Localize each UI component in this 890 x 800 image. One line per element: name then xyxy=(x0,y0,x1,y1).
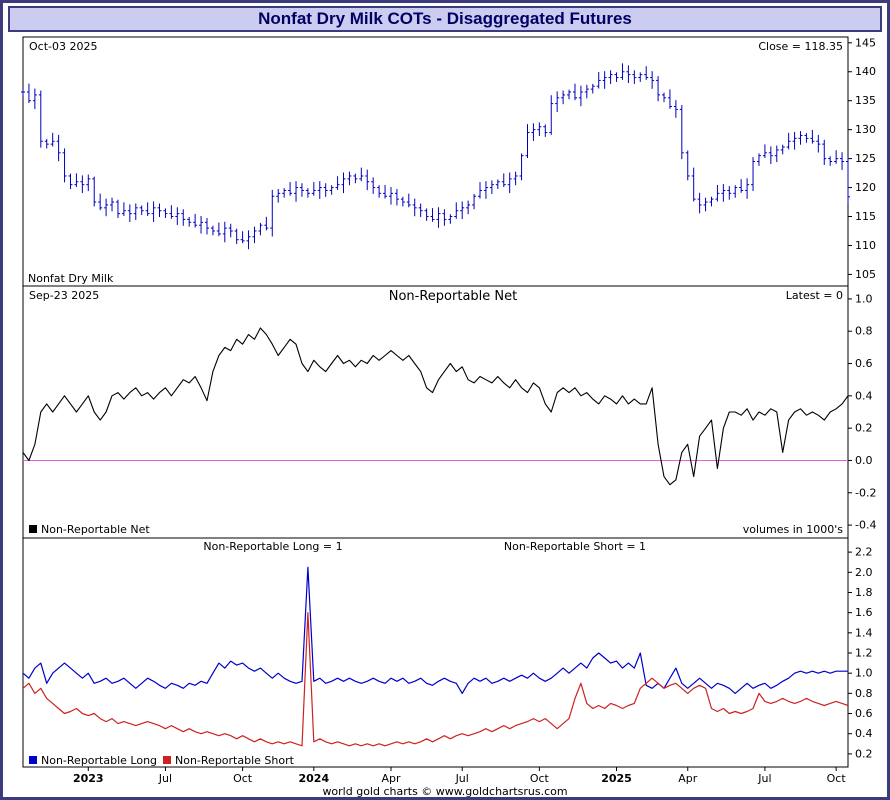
y-tick-label: 0.4 xyxy=(855,727,873,740)
y-tick-label: 105 xyxy=(855,268,876,281)
y-tick-label: 0.6 xyxy=(855,357,873,370)
price-series-name: Nonfat Dry Milk xyxy=(28,272,114,285)
y-tick-label: 110 xyxy=(855,239,876,252)
cot-chart: 145 140 135 130 125 120 115 110 105 1.0 0.8 0.6 0.4 0… xyxy=(21,36,876,785)
y-tick-label: 115 xyxy=(855,210,876,223)
net-latest-label: Latest = 0 xyxy=(786,289,843,302)
y-tick-label: 125 xyxy=(855,152,876,165)
x-tick-label: Apr xyxy=(678,772,698,785)
x-axis: 2023 Jul Oct 2024 Apr Jul Oct 2025 Apr Jul Oct xyxy=(73,767,846,785)
y-tick-label: 1.8 xyxy=(855,586,873,599)
y-tick-label: 0.6 xyxy=(855,707,873,720)
title-bar: Nonfat Dry Milk COTs - Disaggregated Fut… xyxy=(8,6,882,32)
short-legend-swatch xyxy=(163,756,171,764)
y-tick-label: 140 xyxy=(855,65,876,78)
price-date-label: Oct-03 2025 xyxy=(29,40,97,53)
short-annotation: Non-Reportable Short = 1 xyxy=(504,540,646,553)
y-tick-label: -0.4 xyxy=(855,519,876,532)
net-legend-swatch xyxy=(29,525,37,533)
y-tick-label: -0.2 xyxy=(855,486,876,499)
x-tick-label: Jul xyxy=(757,772,771,785)
footer-text: world gold charts © www.goldchartsrus.co… xyxy=(322,785,568,798)
long-annotation: Non-Reportable Long = 1 xyxy=(203,540,342,553)
x-tick-label: 2024 xyxy=(299,772,330,785)
y-tick-label: 130 xyxy=(855,123,876,136)
panel-border xyxy=(22,36,849,287)
x-tick-label: Jul xyxy=(455,772,469,785)
x-tick-label: Oct xyxy=(233,772,253,785)
y-tick-label: 0.4 xyxy=(855,389,873,402)
y-tick-label: 0.8 xyxy=(855,687,873,700)
y-tick-label: 135 xyxy=(855,94,876,107)
y-tick-label: 0.2 xyxy=(855,747,873,760)
x-tick-label: Oct xyxy=(827,772,847,785)
panel-borders xyxy=(22,36,849,768)
volumes-note: volumes in 1000's xyxy=(743,523,844,536)
long-legend-swatch xyxy=(29,756,37,764)
y-tick-label: 1.4 xyxy=(855,626,873,639)
chart-series xyxy=(21,63,850,747)
short-line xyxy=(22,612,849,747)
short-legend-label: Non-Reportable Short xyxy=(175,754,295,767)
panel-border xyxy=(22,285,849,539)
price-close-label: Close = 118.35 xyxy=(758,40,843,53)
x-tick-label: Oct xyxy=(530,772,550,785)
net-date-label: Sep-23 2025 xyxy=(29,289,99,302)
x-tick-label: Apr xyxy=(381,772,401,785)
y-tick-label: 0.0 xyxy=(855,454,873,467)
x-tick-label: 2023 xyxy=(73,772,104,785)
y-tick-label: 1.0 xyxy=(855,667,873,680)
y-tick-label: 0.2 xyxy=(855,422,873,435)
panel-border xyxy=(22,537,849,768)
net-panel-title: Non-Reportable Net xyxy=(389,289,517,304)
net-legend-label: Non-Reportable Net xyxy=(41,523,150,536)
page-title: Nonfat Dry Milk COTs - Disaggregated Fut… xyxy=(258,9,632,28)
y-tick-label: 1.0 xyxy=(855,292,873,305)
y-tick-label: 2.2 xyxy=(855,546,873,559)
long-legend-label: Non-Reportable Long xyxy=(41,754,157,767)
x-tick-label: Jul xyxy=(158,772,172,785)
price-bars xyxy=(21,63,850,250)
net-line xyxy=(22,327,849,486)
y-tick-label: 1.2 xyxy=(855,647,873,660)
y-tick-label: 1.6 xyxy=(855,606,873,619)
y-tick-label: 145 xyxy=(855,36,876,49)
y-axis: 145 140 135 130 125 120 115 110 105 1.0 0.8 0.6 0.4 0… xyxy=(848,36,876,760)
long-line xyxy=(22,566,848,695)
footer: world gold charts © www.goldchartsrus.co… xyxy=(3,785,887,798)
y-tick-label: 2.0 xyxy=(855,566,873,579)
y-tick-label: 120 xyxy=(855,181,876,194)
y-tick-label: 0.8 xyxy=(855,325,873,338)
x-tick-label: 2025 xyxy=(601,772,632,785)
